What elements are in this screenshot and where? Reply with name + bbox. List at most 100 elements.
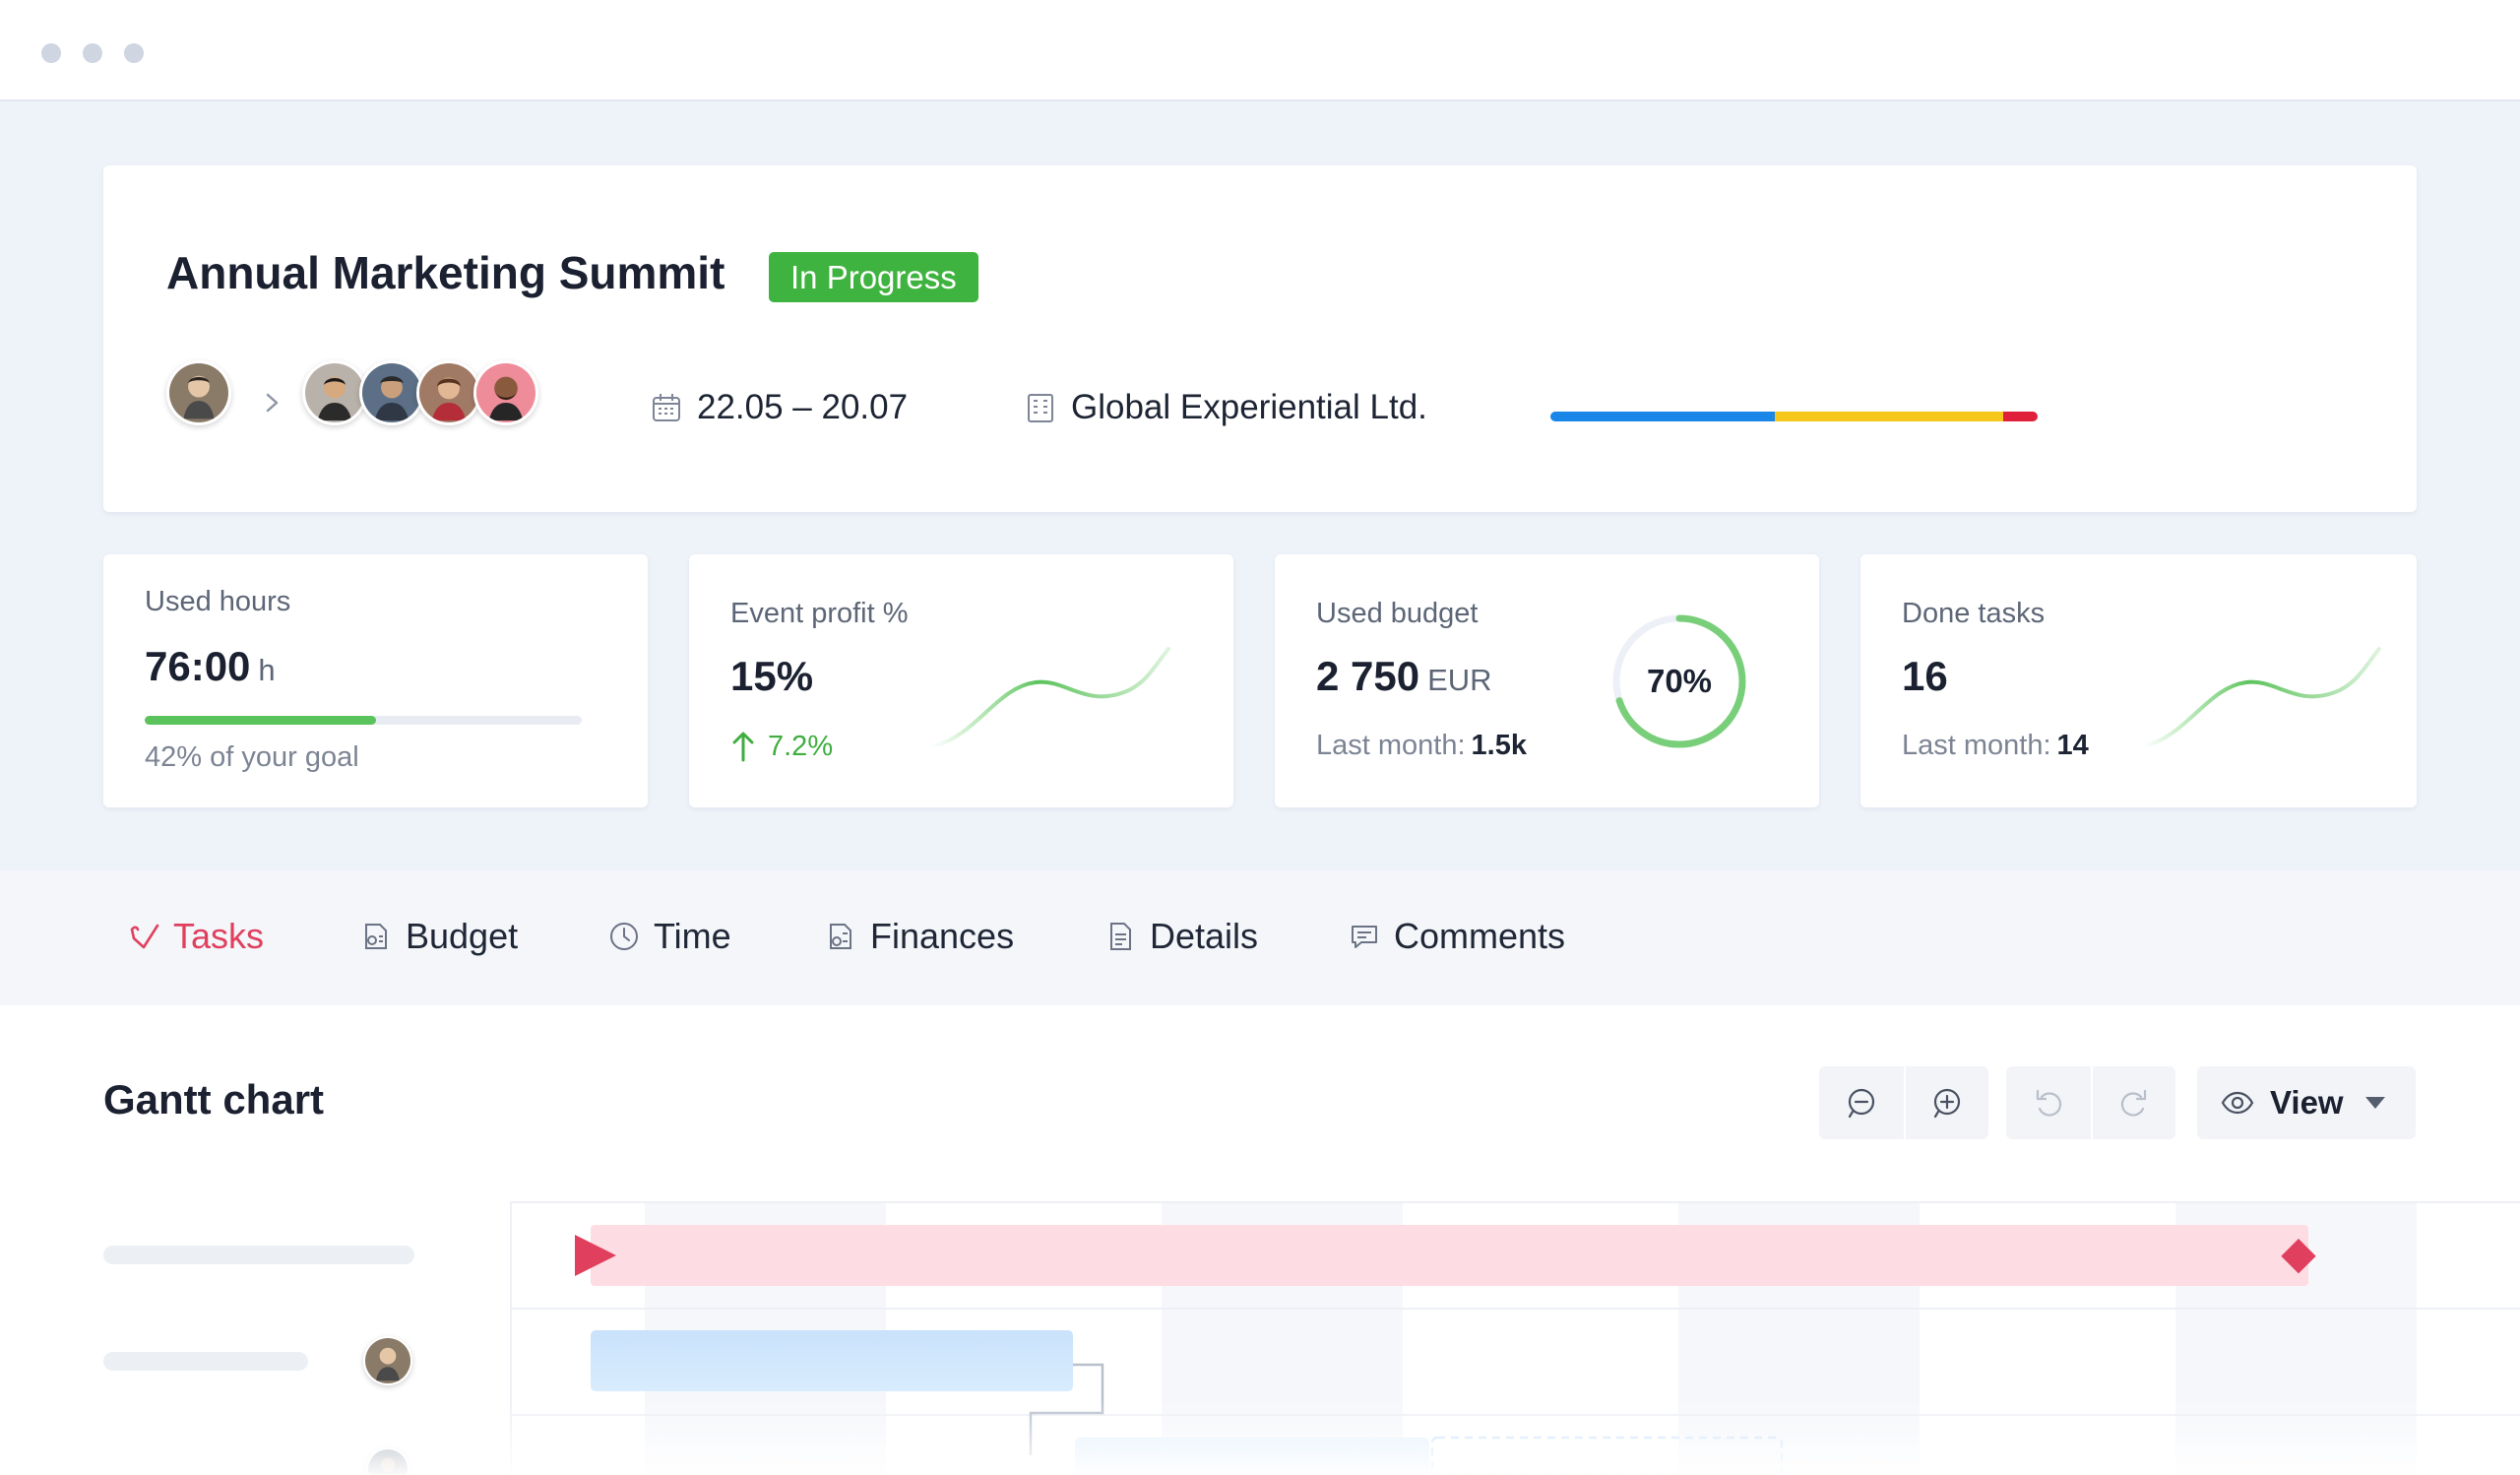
member-avatar-2[interactable] — [359, 360, 424, 425]
event-profit-card: Event profit % 15% 7.2% — [689, 554, 1233, 807]
done-tasks-last-month-label: Last month: — [1902, 730, 2051, 761]
budget-progress-segment — [1774, 412, 2004, 421]
member-avatar-1[interactable] — [302, 360, 367, 425]
member-avatar-4[interactable] — [473, 360, 538, 425]
redo-icon — [2120, 1089, 2147, 1117]
zoom-in-icon — [1933, 1088, 1961, 1119]
budget-donut-percent: 70% — [1646, 663, 1713, 699]
profit-sparkline — [930, 647, 1170, 748]
arrow-up-icon — [732, 732, 754, 762]
used-hours-number: 76:00 — [145, 643, 251, 689]
tasks-sparkline — [2141, 647, 2381, 748]
used-budget-last-month-label: Last month: — [1316, 730, 1466, 761]
chevron-down-icon — [2364, 1097, 2385, 1109]
used-hours-value: 76:00 h — [145, 643, 276, 690]
done-tasks-label: Done tasks — [1902, 598, 2046, 629]
clock-icon — [610, 923, 638, 950]
client-name-text: Global Experiential Ltd. — [1071, 388, 1427, 426]
finances-icon — [830, 924, 851, 949]
tab-tasks[interactable]: Tasks — [128, 916, 264, 957]
event-profit-label: Event profit % — [730, 598, 909, 629]
undo-icon — [2036, 1089, 2062, 1117]
status-badge[interactable]: In Progress — [769, 252, 978, 302]
date-range: 22.05 – 20.07 — [650, 388, 908, 427]
zoom-out-icon — [1848, 1088, 1875, 1119]
calendar-icon — [653, 394, 680, 421]
zoom-controls — [1819, 1066, 1988, 1139]
budget-progress-segment — [1550, 412, 1775, 421]
building-icon — [1028, 394, 1053, 422]
tab-comments-label: Comments — [1394, 916, 1566, 956]
event-profit-trend-value: 7.2% — [768, 730, 834, 762]
used-hours-progress-fill — [145, 716, 377, 725]
tab-details-label: Details — [1150, 916, 1259, 956]
window-maximize-dot[interactable] — [124, 43, 144, 63]
chevron-right-icon — [266, 393, 279, 413]
document-icon — [1110, 923, 1131, 950]
member-avatar-3[interactable] — [416, 360, 481, 425]
window-minimize-dot[interactable] — [83, 43, 102, 63]
used-budget-number: 2 750 — [1316, 653, 1420, 699]
task-bar[interactable] — [591, 1330, 1073, 1391]
date-range-text: 22.05 – 20.07 — [697, 388, 909, 426]
done-tasks-last-month: Last month: 14 — [1902, 730, 2089, 762]
used-budget-value: 2 750 EUR — [1316, 653, 1492, 700]
budget-donut-arc — [1612, 614, 1746, 748]
comment-icon — [1352, 926, 1377, 948]
done-tasks-card: Done tasks 16 Last month: 14 — [1860, 554, 2417, 807]
tab-finances[interactable]: Finances — [825, 916, 1014, 957]
gantt-grid — [0, 1201, 2520, 1475]
owner-avatar[interactable] — [166, 360, 231, 425]
gantt-title: Gantt chart — [103, 1076, 325, 1122]
tab-budget-label: Budget — [406, 916, 519, 956]
event-profit-trend: 7.2% — [730, 730, 833, 763]
history-controls — [2006, 1066, 2175, 1139]
redo-button[interactable] — [2091, 1066, 2175, 1139]
window-close-dot[interactable] — [41, 43, 61, 63]
zoom-in-button[interactable] — [1904, 1066, 1988, 1139]
play-icon — [575, 1235, 616, 1276]
client-name[interactable]: Global Experiential Ltd. — [1024, 388, 1427, 427]
event-profit-value: 15% — [730, 653, 814, 699]
tab-bar: Tasks Budget Time Finances Details Comme… — [0, 870, 2520, 1005]
gantt-fade-overlay — [0, 1398, 2520, 1475]
tab-time-label: Time — [654, 916, 731, 956]
task-name-placeholder — [103, 1352, 308, 1371]
gantt-row-divider — [0, 1308, 2520, 1310]
used-hours-progress — [145, 716, 582, 725]
used-budget-unit: EUR — [1427, 663, 1492, 697]
task-assignee-avatar[interactable] — [363, 1336, 412, 1385]
view-dropdown[interactable]: View — [2197, 1066, 2416, 1139]
zoom-out-button[interactable] — [1819, 1066, 1904, 1139]
used-budget-label: Used budget — [1316, 598, 1479, 629]
budget-icon — [365, 924, 387, 949]
tab-tasks-label: Tasks — [173, 916, 265, 956]
used-budget-last-month: Last month: 1.5k — [1316, 730, 1527, 762]
summary-bar[interactable] — [591, 1225, 2308, 1286]
budget-progress-bar — [1550, 412, 2038, 421]
project-header-card: Annual Marketing Summit In Progress 22.0… — [103, 165, 2417, 512]
view-dropdown-label: View — [2270, 1084, 2344, 1121]
used-hours-card: Used hours 76:00 h 42% of your goal — [103, 554, 648, 807]
done-tasks-value: 16 — [1902, 653, 1948, 699]
tab-details[interactable]: Details — [1104, 916, 1258, 957]
tab-finances-label: Finances — [870, 916, 1015, 956]
used-hours-unit: h — [258, 653, 276, 687]
done-tasks-last-month-value: 14 — [2056, 730, 2089, 761]
gantt-row-divider — [0, 1201, 2520, 1203]
used-budget-last-month-value: 1.5k — [1471, 730, 1527, 761]
tab-budget[interactable]: Budget — [360, 916, 518, 957]
tab-time[interactable]: Time — [608, 916, 731, 957]
tab-comments[interactable]: Comments — [1349, 916, 1565, 957]
used-hours-label: Used hours — [145, 586, 291, 617]
budget-donut — [1612, 614, 1746, 748]
undo-button[interactable] — [2006, 1066, 2091, 1139]
used-budget-card: Used budget 2 750 EUR Last month: 1.5k 70% — [1275, 554, 1819, 807]
eye-icon — [2221, 1091, 2254, 1115]
project-title: Annual Marketing Summit — [166, 247, 725, 298]
task-name-placeholder — [103, 1246, 414, 1264]
gantt-panel: Gantt chart View — [0, 1005, 2520, 1475]
check-icon — [130, 924, 159, 949]
used-hours-caption: 42% of your goal — [145, 741, 359, 773]
window-titlebar — [0, 0, 2520, 101]
